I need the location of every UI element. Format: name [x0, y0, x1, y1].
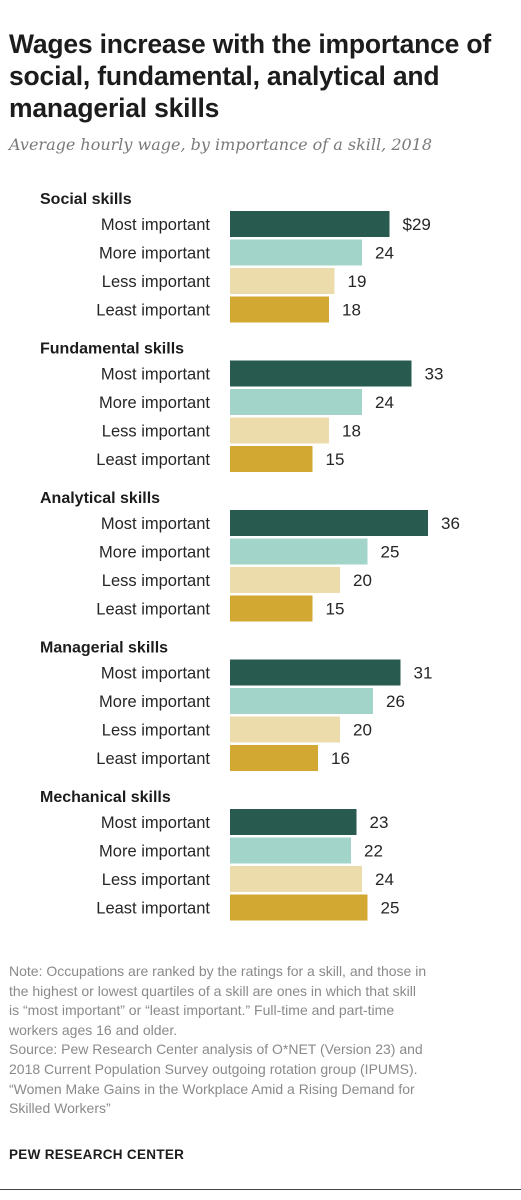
group-title-managerial-skills: Managerial skills — [40, 640, 168, 657]
category-label: Less important — [102, 423, 211, 441]
bar-managerial-skills — [230, 659, 401, 686]
value-label: 24 — [375, 870, 394, 889]
category-label: More important — [99, 245, 210, 263]
bar-analytical-skills — [230, 510, 428, 536]
bar-fundamental-skills — [230, 389, 362, 415]
value-label: 15 — [326, 600, 345, 619]
value-label: 25 — [381, 543, 400, 562]
bar-analytical-skills — [230, 567, 340, 593]
bar-mechanical-skills — [230, 866, 362, 892]
category-label: More important — [99, 544, 210, 562]
category-label: Least important — [96, 601, 210, 619]
source-line: Skilled Workers” — [9, 1100, 111, 1117]
category-label: Least important — [96, 750, 210, 768]
value-label: 25 — [381, 899, 400, 918]
category-label: Least important — [96, 302, 210, 320]
note-line: is “most important” or “least important.… — [9, 1002, 395, 1019]
group-title-analytical-skills: Analytical skills — [40, 490, 160, 507]
value-label: 18 — [342, 422, 361, 441]
source-line: Source: Pew Research Center analysis of … — [9, 1041, 423, 1058]
value-label: 19 — [348, 272, 367, 291]
category-label: Less important — [102, 722, 211, 740]
value-label: 15 — [326, 450, 345, 469]
bar-social-skills — [230, 296, 329, 323]
category-label: More important — [99, 394, 210, 412]
source-line: 2018 Current Population Survey outgoing … — [9, 1060, 418, 1077]
value-label: $29 — [403, 215, 431, 234]
chart-subtitle: Average hourly wage, by importance of a … — [9, 135, 433, 154]
value-label: 33 — [425, 365, 444, 384]
category-label: Least important — [96, 451, 210, 469]
category-label: Most important — [101, 366, 211, 384]
brand-name: PEW RESEARCH CENTER — [9, 1147, 185, 1162]
bar-fundamental-skills — [230, 417, 329, 444]
note-line: workers ages 16 and older. — [9, 1021, 178, 1038]
value-label: 20 — [353, 571, 372, 590]
chart-title: Wages increase with the importance of so… — [9, 29, 491, 123]
source-line: “Women Make Gains in the Workplace Amid … — [9, 1080, 415, 1097]
category-label: Less important — [102, 572, 211, 590]
category-label: Less important — [102, 871, 211, 889]
value-label: 18 — [342, 301, 361, 320]
category-label: Least important — [96, 900, 210, 918]
bar-analytical-skills — [230, 595, 313, 622]
value-label: 23 — [370, 813, 389, 832]
value-label: 22 — [364, 842, 383, 861]
category-label: Most important — [101, 665, 211, 683]
group-title-fundamental-skills: Fundamental skills — [40, 341, 184, 358]
bar-managerial-skills — [230, 716, 340, 743]
bar-analytical-skills — [230, 538, 368, 565]
bottom-rule — [0, 1189, 521, 1190]
bar-social-skills — [230, 211, 390, 237]
value-label: 31 — [414, 664, 433, 683]
category-label: Most important — [101, 814, 211, 832]
value-label: 26 — [386, 692, 405, 711]
note-line: Note: Occupations are ranked by the rati… — [9, 963, 427, 979]
bar-mechanical-skills — [230, 809, 357, 835]
note-source: Note: Occupations are ranked by the rati… — [9, 962, 514, 1119]
value-label: 20 — [353, 721, 372, 740]
bar-fundamental-skills — [230, 446, 313, 472]
group-title-mechanical-skills: Mechanical skills — [40, 789, 171, 806]
value-label: 24 — [375, 393, 394, 412]
value-label: 16 — [331, 749, 350, 768]
bar-social-skills — [230, 239, 362, 266]
category-label: More important — [99, 843, 210, 861]
category-label: Most important — [101, 515, 211, 533]
category-label: Most important — [101, 216, 211, 234]
bar-social-skills — [230, 268, 335, 294]
bar-mechanical-skills — [230, 837, 351, 864]
value-label: 36 — [441, 514, 460, 533]
value-label: 24 — [375, 244, 394, 263]
bar-managerial-skills — [230, 688, 373, 714]
note-line: the highest or lowest quartiles of a ski… — [9, 982, 416, 999]
bar-chart: Social skills Most important $29 More impor… — [40, 191, 460, 921]
bar-managerial-skills — [230, 745, 318, 771]
bar-mechanical-skills — [230, 894, 368, 921]
category-label: More important — [99, 693, 210, 711]
group-title-social-skills: Social skills — [40, 191, 132, 208]
category-label: Less important — [102, 273, 211, 291]
bar-fundamental-skills — [230, 360, 412, 387]
